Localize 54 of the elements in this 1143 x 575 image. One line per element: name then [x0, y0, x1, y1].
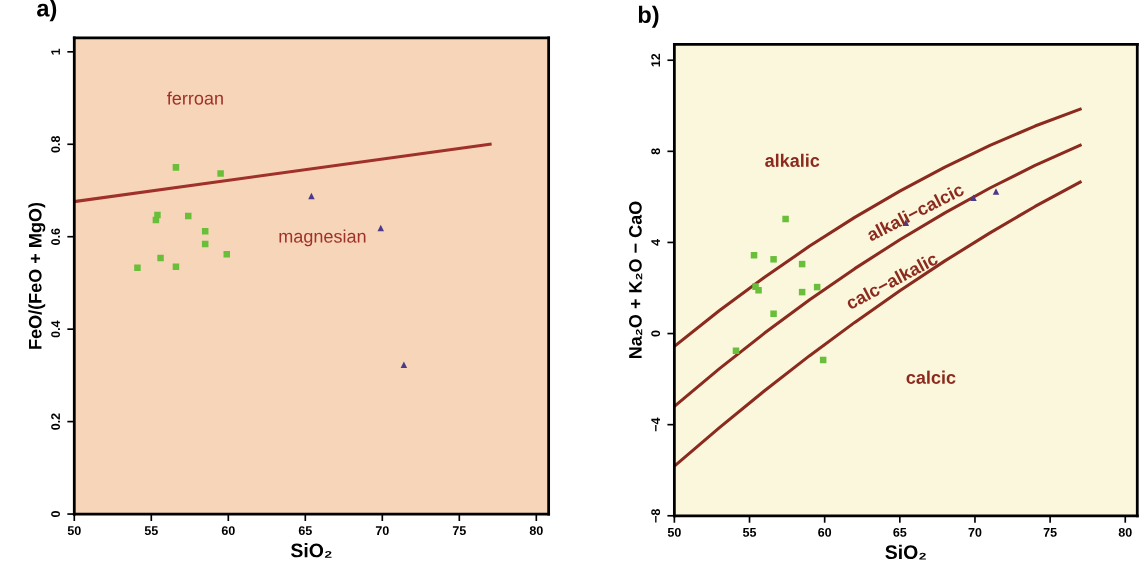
point	[217, 170, 224, 177]
point	[770, 310, 777, 317]
point	[755, 287, 762, 294]
point	[782, 215, 789, 223]
annotation: calcic	[906, 370, 956, 384]
point	[134, 264, 141, 271]
x-tick-label: 65	[298, 526, 312, 536]
x-tick-label: 75	[1043, 528, 1057, 537]
x-tick-label: 65	[893, 527, 907, 537]
y-tick-label: 0	[51, 511, 61, 518]
y-tick-label: 1	[51, 48, 60, 55]
x-tick-label: 75	[452, 526, 466, 536]
y-tick-label: 4	[651, 239, 660, 246]
line-series	[674, 143, 1082, 408]
x-tick-label: 55	[144, 526, 158, 536]
y-axis-title: Na₂O + K₂O − CaO	[629, 201, 643, 359]
y-tick-label: −8	[651, 509, 661, 523]
point	[157, 254, 164, 262]
x-tick-label: 50	[67, 526, 81, 536]
y-tick-label: 0.8	[51, 135, 61, 153]
point	[970, 194, 977, 202]
point	[223, 251, 231, 258]
point	[770, 256, 777, 263]
point	[992, 188, 1000, 195]
y-tick-label: 8	[651, 148, 661, 155]
annotation: magnesian	[279, 229, 366, 247]
y-axis-title: FeO/(FeO + MgO)	[28, 202, 46, 349]
chart-title: b)	[638, 5, 659, 28]
y-tick-label: 0	[651, 330, 661, 337]
point	[400, 361, 408, 369]
x-tick-label: 80	[529, 526, 543, 536]
x-axis-title: SiO₂	[290, 543, 332, 558]
x-tick-label: 70	[968, 527, 982, 537]
x-tick-label: 60	[818, 527, 832, 537]
y-tick-label: 0.6	[51, 228, 61, 245]
x-tick-label: 70	[375, 526, 389, 536]
chart-title: a)	[37, 0, 57, 22]
x-tick-label: 55	[742, 528, 757, 537]
point	[172, 263, 180, 271]
x-tick-label: 50	[667, 527, 681, 537]
annotation: alkalic	[765, 153, 820, 167]
x-tick-label: 60	[221, 526, 235, 536]
y-tick-label: 0.4	[51, 320, 61, 338]
y-tick-label: 0.2	[51, 413, 61, 430]
x-axis-title: SiO₂	[885, 544, 926, 560]
line-series	[674, 180, 1082, 468]
y-tick-label: 12	[651, 53, 660, 67]
point	[172, 164, 180, 171]
y-tick-label: −4	[651, 417, 660, 432]
line-series	[674, 107, 1082, 348]
x-tick-label: 80	[1118, 527, 1132, 537]
annotation: ferroan	[167, 91, 223, 105]
point	[377, 224, 385, 232]
point	[185, 212, 192, 220]
